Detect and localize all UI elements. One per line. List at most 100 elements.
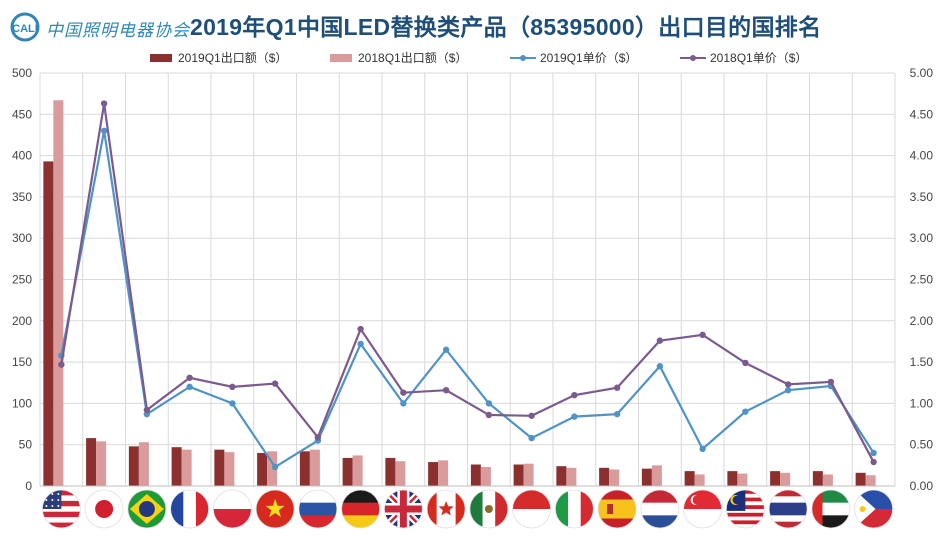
flag-germany-icon xyxy=(341,489,381,529)
flag-singapore-icon xyxy=(683,489,723,529)
grid-lines xyxy=(39,72,896,487)
flag-mexico-icon xyxy=(469,489,509,529)
flag-uk-icon xyxy=(383,489,423,529)
point-2018q1-unit-price xyxy=(870,458,877,466)
point-2018q1-unit-price xyxy=(742,359,749,367)
y-right-tick-label: 0.50 xyxy=(910,438,934,452)
y-right-tick-label: 3.50 xyxy=(910,190,934,204)
line-2018q1-unit-price xyxy=(60,103,875,463)
y-left-tick-label: 50 xyxy=(19,438,33,452)
point-2019q1-unit-price xyxy=(613,410,621,418)
y-left-tick-label: 400 xyxy=(12,149,32,163)
chart-canvas: 0 50 100 150 200 250 300 350 400 450 500 0.00 0.50 1.… xyxy=(12,51,934,529)
point-2018q1-unit-price xyxy=(314,434,322,441)
bar-2019q1-export xyxy=(812,471,823,486)
point-2019q1-unit-price xyxy=(186,383,193,391)
bar-2018q1-export xyxy=(523,463,534,486)
y-left-tick-label: 200 xyxy=(12,314,32,328)
point-2018q1-unit-price xyxy=(400,389,407,396)
y-left-tick-label: 500 xyxy=(12,66,32,80)
line-series xyxy=(58,100,877,471)
bar-2019q1-export xyxy=(727,471,738,486)
point-2018q1-unit-price xyxy=(143,406,151,414)
bar-2018q1-export xyxy=(737,473,748,486)
bar-2018q1-export xyxy=(138,442,149,486)
point-2019q1-unit-price xyxy=(699,445,706,453)
bar-2018q1-export xyxy=(352,455,363,486)
bar-2018q1-export xyxy=(480,467,491,486)
bar-2019q1-export xyxy=(385,457,396,486)
bar-2019q1-export xyxy=(470,464,481,486)
flag-spain-icon xyxy=(597,489,637,529)
y-right-tick-label: 5.00 xyxy=(910,66,934,80)
point-2019q1-unit-price xyxy=(742,408,749,415)
y-right-tick-label: 2.00 xyxy=(910,314,934,328)
legend-label: 2018Q1出口额（$） xyxy=(358,51,467,65)
flag-italy-icon xyxy=(554,489,594,529)
point-2018q1-unit-price xyxy=(357,325,364,333)
point-2018q1-unit-price xyxy=(528,412,535,419)
bar-series xyxy=(43,100,876,486)
point-2018q1-unit-price xyxy=(100,100,108,107)
flag-indonesia-icon xyxy=(512,489,552,529)
chart-header: CALI 中国照明电器协会 2019年Q1中国LED替换类产品（85395000… xyxy=(0,0,940,50)
legend: 2019Q1出口额（$） 2018Q1出口额（$） 2019Q1单价（$） 2018Q… xyxy=(150,51,807,65)
bar-2018q1-export xyxy=(780,472,791,486)
y-right-tick-label: 4.50 xyxy=(910,107,934,121)
bar-2018q1-export xyxy=(865,475,876,486)
point-2018q1-unit-price xyxy=(571,391,578,399)
category-flags xyxy=(41,489,894,529)
flag-vietnam-icon xyxy=(255,489,295,529)
flag-uae-icon xyxy=(811,489,851,529)
flag-canada-icon xyxy=(426,489,466,529)
point-2019q1-unit-price xyxy=(357,340,364,348)
bar-2019q1-export xyxy=(599,467,610,486)
bar-2019q1-export xyxy=(641,468,652,486)
bar-2019q1-export xyxy=(43,161,54,486)
point-2018q1-unit-price xyxy=(229,383,236,391)
chart-title: 2019年Q1中国LED替换类产品（85395000）出口目的国排名 xyxy=(190,14,822,40)
y-right-tick-label: 1.00 xyxy=(910,396,934,410)
point-2019q1-unit-price xyxy=(229,400,236,407)
point-2019q1-unit-price xyxy=(571,413,578,420)
y-right-tick-label: 1.50 xyxy=(910,355,934,369)
point-2019q1-unit-price xyxy=(100,127,108,135)
bar-2019q1-export xyxy=(128,446,139,486)
bar-2018q1-export xyxy=(651,465,662,486)
line-2019q1-unit-price xyxy=(60,130,875,469)
bar-2019q1-export xyxy=(684,471,695,486)
legend-label: 2019Q1单价（$） xyxy=(540,51,637,65)
logo-text: 中国照明电器协会 xyxy=(46,21,190,41)
legend-swatch-marker xyxy=(520,55,526,61)
point-2019q1-unit-price xyxy=(271,463,279,471)
bar-2018q1-export xyxy=(438,460,449,486)
flag-france-icon xyxy=(170,489,210,529)
legend-label: 2019Q1出口额（$） xyxy=(178,51,287,65)
bar-2019q1-export xyxy=(770,471,781,486)
y-left-tick-label: 450 xyxy=(12,107,32,121)
flag-netherlands-icon xyxy=(640,489,680,529)
y-left-tick-label: 300 xyxy=(12,231,32,245)
point-2018q1-unit-price xyxy=(613,384,621,391)
bar-2019q1-export xyxy=(299,451,310,486)
y-right-tick-label: 4.00 xyxy=(910,149,934,163)
point-2019q1-unit-price xyxy=(442,346,450,353)
bar-2019q1-export xyxy=(556,466,567,486)
bar-2018q1-export xyxy=(181,449,192,486)
y-left-tick-label: 250 xyxy=(12,273,32,287)
flag-malaysia-icon xyxy=(725,489,765,529)
point-2018q1-unit-price xyxy=(442,386,450,394)
bar-2018q1-export xyxy=(224,452,235,486)
flag-poland-icon xyxy=(212,489,252,529)
y-right-tick-label: 0.00 xyxy=(910,479,934,493)
point-2019q1-unit-price xyxy=(784,386,792,394)
y-left-tick-label: 350 xyxy=(12,190,32,204)
flag-usa-icon xyxy=(41,489,81,529)
bar-2019q1-export xyxy=(342,457,353,486)
cali-logo-icon: CALI xyxy=(10,12,40,42)
point-2018q1-unit-price xyxy=(271,380,279,387)
point-2018q1-unit-price xyxy=(784,381,792,388)
bar-2019q1-export xyxy=(214,449,225,486)
flag-russia-icon xyxy=(298,489,338,529)
y-right-tick-label: 3.00 xyxy=(910,231,934,245)
